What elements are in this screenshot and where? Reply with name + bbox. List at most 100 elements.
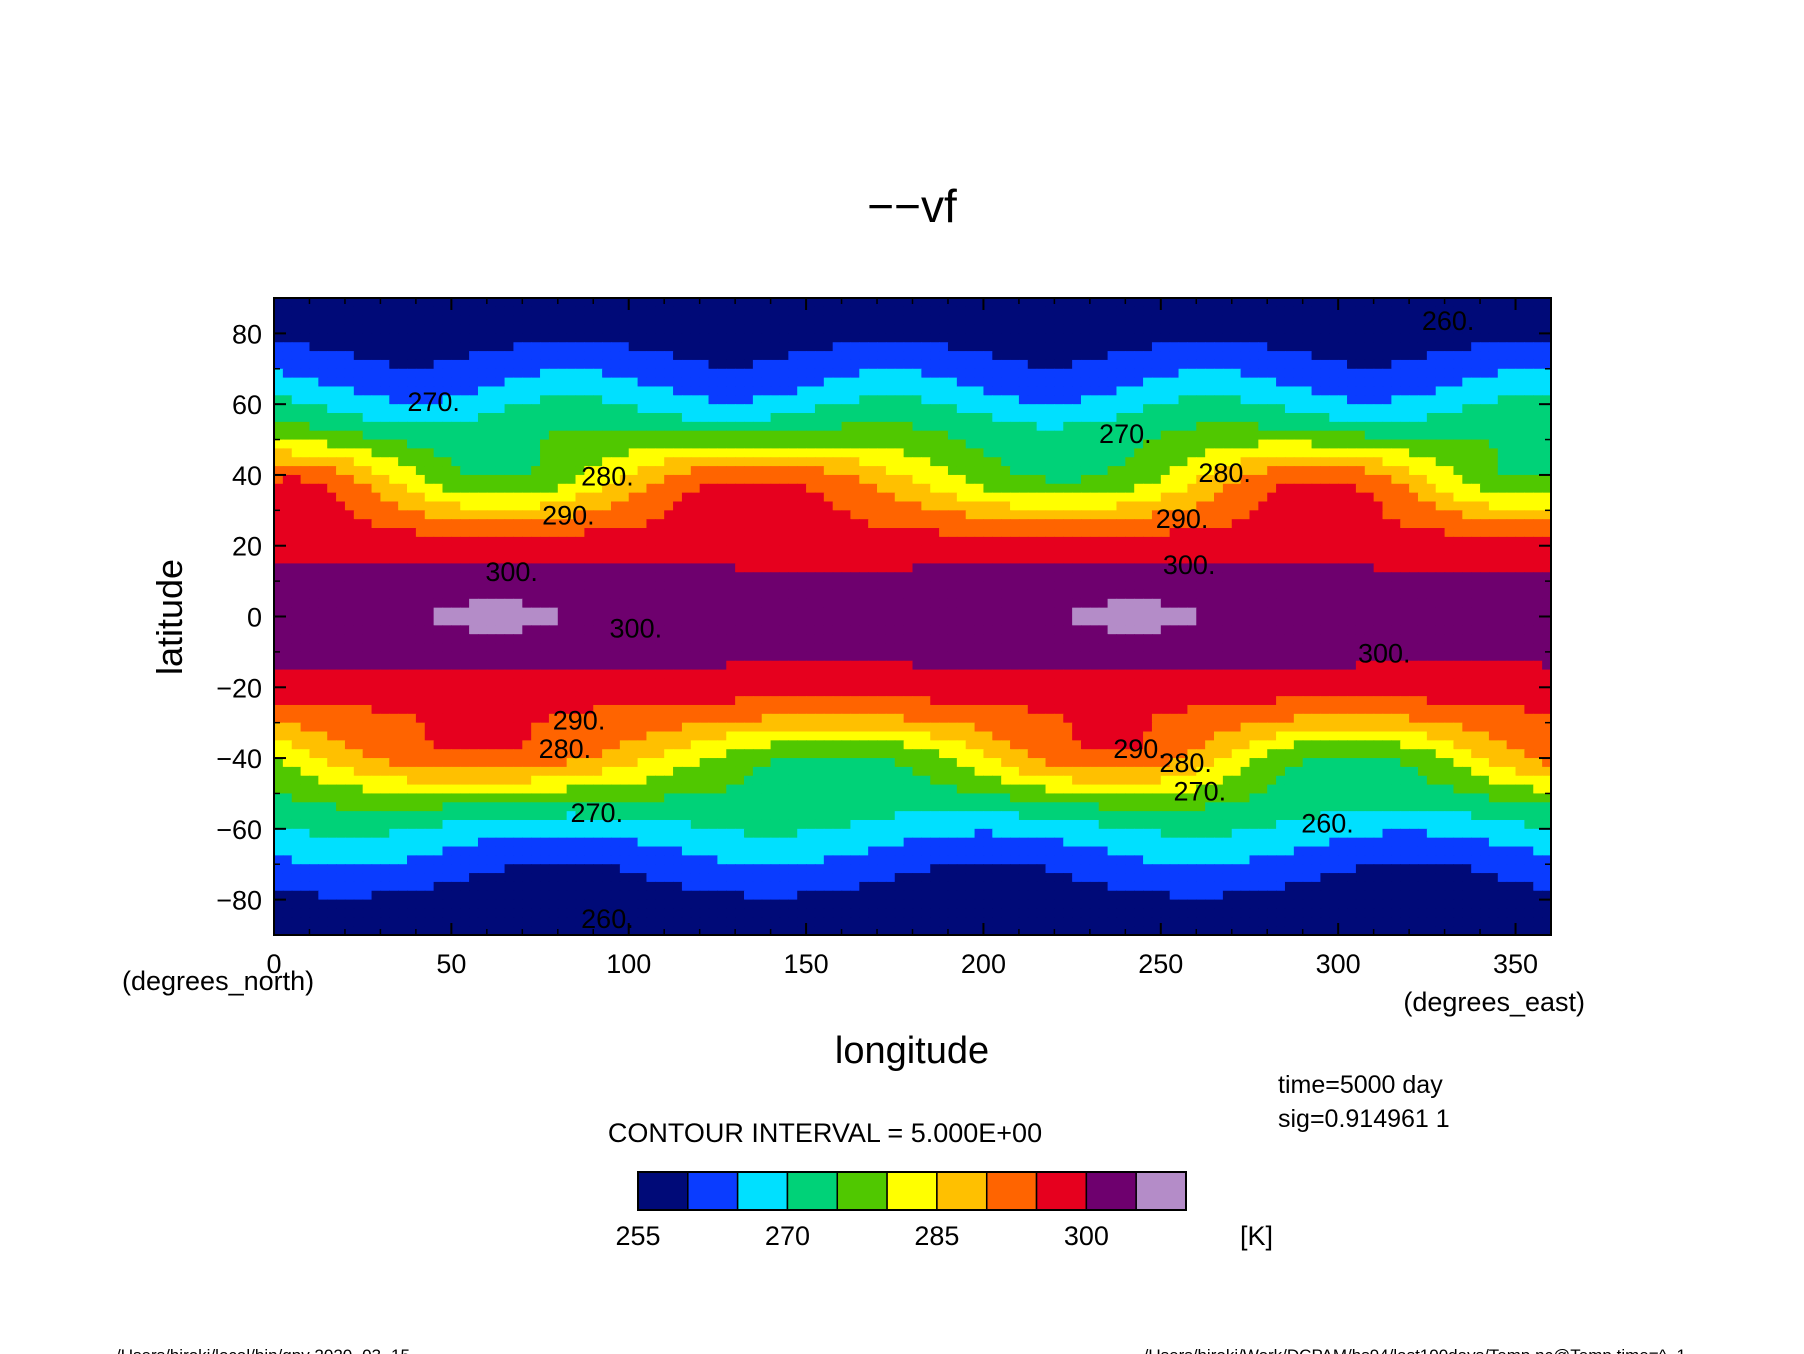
field-cell [1072,492,1082,503]
field-cell [1054,324,1064,334]
field-cell [1293,298,1304,308]
field-cell [371,377,382,388]
field-cell [1063,448,1073,458]
field-cell [1001,413,1011,423]
field-cell [1231,483,1242,494]
field-cell [1214,589,1224,600]
field-cell [433,395,444,405]
field-cell [291,298,302,308]
field-cell [1302,519,1313,529]
field-cell [681,315,692,326]
field-cell [859,324,869,334]
field-cell [504,439,515,450]
field-cell [868,492,878,503]
field-cell [548,598,559,609]
field-cell [1364,563,1375,573]
field-cell [992,510,1002,520]
field-cell [655,351,665,361]
field-cell [1400,298,1410,308]
field-cell [309,395,319,405]
field-cell [548,430,559,441]
field-cell [1453,554,1463,565]
field-cell [424,466,435,476]
field-cell [974,466,985,476]
field-cell [752,474,763,485]
field-cell [1018,315,1029,326]
field-cell [841,298,852,308]
field-cell [584,315,594,326]
field-cell [531,492,541,503]
field-cell [1515,306,1525,317]
field-cell [744,474,754,485]
field-cell [1409,430,1419,441]
field-cell [619,413,630,423]
field-cell [1409,306,1419,317]
field-cell [956,510,967,520]
field-cell [1045,466,1055,476]
field-cell [1098,563,1109,573]
field-cell [974,536,985,547]
field-cell [1249,581,1259,591]
field-cell [1249,545,1259,556]
field-cell [1417,315,1428,326]
field-cell [584,404,594,414]
field-cell [398,342,408,352]
field-cell [1453,395,1463,405]
field-cell [1125,581,1135,591]
field-cell [309,413,319,423]
field-cell [956,554,967,565]
field-cell [1506,519,1517,529]
field-cell [956,501,967,511]
field-cell [318,545,328,556]
field-cell [442,448,452,458]
field-cell [1533,466,1543,476]
field-cell [1258,519,1268,529]
field-cell [637,342,648,352]
field-cell [1072,457,1082,467]
field-cell [282,333,293,343]
field-cell [1036,315,1047,326]
field-cell [1089,581,1100,591]
field-cell [752,536,763,547]
field-cell [1320,589,1330,600]
field-cell [1196,483,1206,494]
field-cell [451,581,461,591]
field-cell [1444,298,1455,308]
field-cell [274,474,284,485]
field-cell [1196,581,1206,591]
field-cell [291,421,302,432]
field-cell [992,430,1002,441]
field-cell [1400,492,1410,503]
field-cell [850,554,860,565]
field-cell [974,368,985,379]
field-cell [1036,404,1047,414]
field-cell [912,413,922,423]
field-cell [291,404,302,414]
field-cell [1151,536,1162,547]
field-cell [486,554,497,565]
field-cell [903,545,914,556]
field-cell [1400,324,1410,334]
field-cell [1249,377,1259,388]
field-cell [717,572,727,582]
field-cell [664,563,674,573]
field-cell [540,368,550,379]
field-cell [1169,404,1180,414]
field-cell [814,474,825,485]
field-cell [965,351,976,361]
field-cell [1001,589,1011,600]
field-cell [353,377,364,388]
field-cell [1488,430,1499,441]
field-cell [1196,536,1206,547]
field-cell [859,501,869,511]
field-cell [1063,377,1073,388]
field-cell [1471,413,1481,423]
field-cell [1089,342,1100,352]
field-cell [965,342,976,352]
field-cell [1311,439,1322,450]
field-cell [380,510,390,520]
field-cell [1355,333,1366,343]
field-cell [1417,368,1428,379]
field-cell [327,581,337,591]
field-cell [1311,359,1322,370]
